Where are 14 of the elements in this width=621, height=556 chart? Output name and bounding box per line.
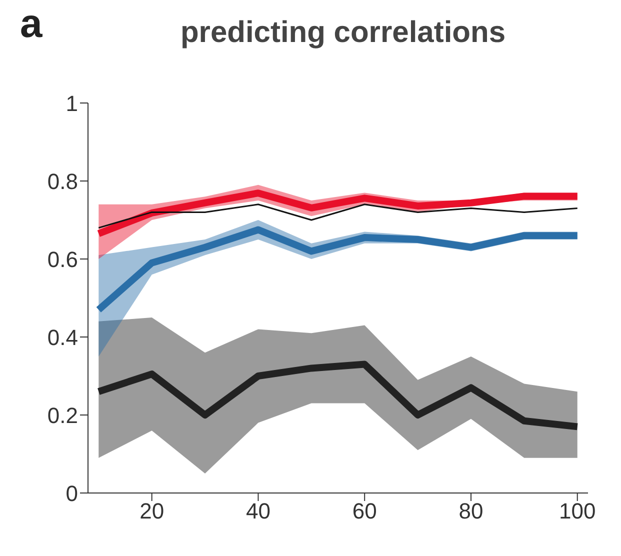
x-tick-label: 40 — [246, 498, 270, 524]
y-tick-label: 0.6 — [47, 246, 78, 272]
y-tick-label: 0.2 — [47, 402, 78, 428]
text: a — [20, 2, 42, 47]
line-series — [98, 204, 578, 229]
y-tick-label: 0.8 — [47, 168, 78, 194]
x-tick-label: 20 — [140, 498, 164, 524]
chart-title: predicting correlations — [179, 16, 507, 50]
y-tick-label: 1 — [66, 90, 78, 116]
x-tick-label: 80 — [458, 498, 484, 524]
y-tick-label: 0 — [66, 480, 78, 506]
y-tick-label: 0.4 — [47, 324, 78, 350]
x-tick-label: 100 — [559, 498, 596, 524]
x-tick-label: 60 — [352, 498, 377, 524]
